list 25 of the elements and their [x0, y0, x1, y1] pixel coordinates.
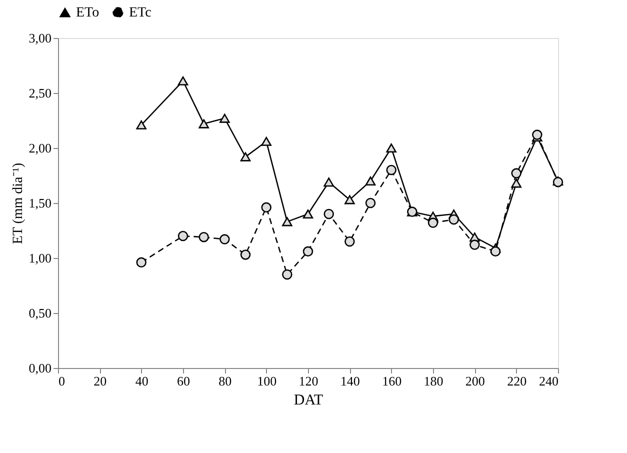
- x-tick-label: 180: [424, 374, 444, 388]
- legend-label: ETo: [76, 6, 100, 20]
- x-tick-label: 60: [177, 374, 190, 388]
- x-tick-label: 240: [539, 374, 558, 388]
- y-tick-label: 2,00: [28, 140, 52, 156]
- y-tick-label: 3,00: [28, 30, 52, 46]
- x-tick-label: 120: [298, 374, 318, 388]
- y-tick-label: 0,00: [28, 360, 52, 376]
- x-tick-label: 0: [58, 374, 65, 388]
- x-tick-label: 160: [382, 374, 402, 388]
- x-tick-label: 40: [135, 374, 148, 388]
- y-tick-label: 1,00: [28, 250, 52, 266]
- x-tick-label: 220: [507, 374, 527, 388]
- x-tick-label: 140: [340, 374, 360, 388]
- y-tick-label: 1,50: [28, 196, 52, 210]
- y-tick-label: 2,50: [28, 86, 52, 100]
- x-tick-label: 200: [465, 374, 485, 388]
- point: [407, 206, 418, 217]
- x-axis-title: DAT: [294, 392, 324, 408]
- x-tick-label: 100: [257, 374, 277, 388]
- x-tick-label: 80: [218, 374, 232, 388]
- y-axis-title: ET (mm dia⁻¹): [10, 162, 26, 244]
- y-tick-label: 0,50: [28, 306, 52, 320]
- x-tick-label: 20: [94, 374, 107, 388]
- legend-label: ETc: [129, 5, 152, 20]
